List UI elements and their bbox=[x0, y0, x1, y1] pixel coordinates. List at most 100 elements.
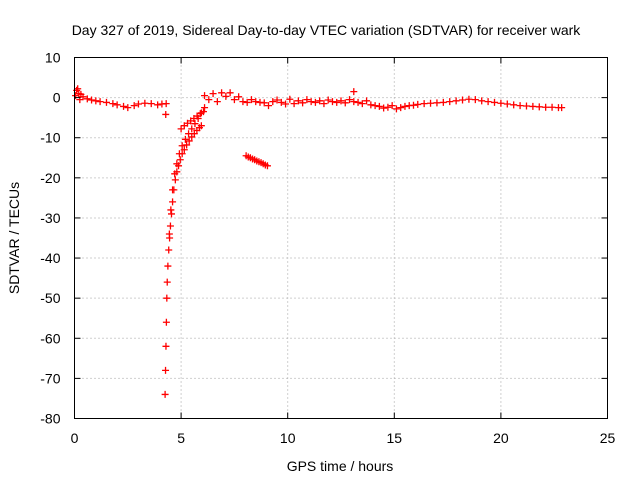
data-point bbox=[478, 97, 486, 105]
data-point bbox=[503, 100, 511, 108]
data-point bbox=[433, 99, 441, 107]
data-point bbox=[491, 98, 499, 106]
data-point bbox=[548, 103, 556, 111]
y-tick-label: -10 bbox=[40, 130, 60, 146]
data-point bbox=[333, 98, 341, 106]
data-point bbox=[354, 98, 362, 106]
data-point bbox=[397, 104, 405, 112]
data-point bbox=[178, 142, 186, 150]
data-point bbox=[247, 96, 255, 104]
data-point bbox=[277, 98, 285, 106]
x-tick-label: 15 bbox=[387, 430, 403, 446]
data-point bbox=[350, 88, 358, 96]
data-point bbox=[175, 150, 183, 158]
data-point bbox=[427, 99, 435, 107]
data-point bbox=[420, 100, 428, 108]
data-point bbox=[265, 102, 273, 110]
data-point bbox=[180, 146, 188, 154]
data-point bbox=[185, 130, 193, 138]
data-point bbox=[199, 108, 207, 116]
data-point bbox=[346, 96, 354, 104]
data-point bbox=[169, 186, 177, 194]
data-point bbox=[311, 98, 319, 106]
data-point bbox=[535, 103, 543, 111]
data-point bbox=[307, 98, 315, 106]
series-segment-8-9h bbox=[242, 152, 271, 170]
data-point bbox=[260, 99, 268, 107]
data-point bbox=[409, 101, 417, 109]
data-point bbox=[230, 96, 238, 104]
data-point bbox=[414, 100, 422, 108]
data-point bbox=[226, 89, 234, 97]
series-baseline bbox=[72, 85, 170, 112]
data-point bbox=[388, 102, 396, 110]
data-point bbox=[367, 101, 375, 109]
y-tick-labels: 10 0 -10 -20 -30 -40 -50 -60 -70 -80 bbox=[40, 50, 60, 427]
data-point bbox=[177, 125, 185, 133]
data-point bbox=[273, 96, 281, 104]
data-point bbox=[92, 97, 100, 105]
y-tick-label: -80 bbox=[40, 411, 60, 427]
data-point bbox=[205, 96, 213, 104]
data-point bbox=[375, 102, 383, 110]
data-point bbox=[124, 104, 132, 112]
data-point bbox=[516, 102, 524, 110]
data-point bbox=[350, 98, 358, 106]
y-tick-label: -50 bbox=[40, 290, 60, 306]
data-point bbox=[165, 246, 173, 254]
data-point bbox=[201, 104, 209, 112]
series-outliers bbox=[162, 88, 358, 118]
data-point bbox=[243, 98, 251, 106]
data-point bbox=[282, 100, 290, 108]
data-point bbox=[162, 342, 170, 350]
data-point bbox=[371, 102, 379, 110]
series-recovery-upper bbox=[165, 104, 209, 238]
data-point bbox=[337, 97, 345, 105]
data-point bbox=[171, 170, 179, 178]
data-point bbox=[171, 176, 179, 184]
data-point bbox=[328, 98, 336, 106]
data-point bbox=[83, 95, 91, 103]
data-point bbox=[74, 85, 82, 93]
data-point bbox=[263, 162, 271, 170]
data-point bbox=[401, 102, 409, 110]
series-mid-day bbox=[201, 89, 396, 112]
data-point bbox=[316, 97, 324, 105]
data-point bbox=[452, 97, 460, 105]
data-point bbox=[439, 98, 447, 106]
data-point bbox=[134, 100, 142, 108]
series-recovery-branch bbox=[177, 108, 207, 133]
data-point bbox=[363, 97, 371, 105]
data-point bbox=[113, 101, 121, 109]
data-point bbox=[162, 110, 170, 118]
data-point bbox=[522, 102, 530, 110]
x-tick-label: 20 bbox=[493, 430, 509, 446]
x-tick-label: 0 bbox=[71, 430, 79, 446]
data-point bbox=[542, 103, 550, 111]
data-point bbox=[183, 141, 191, 149]
data-point bbox=[286, 95, 294, 103]
data-point bbox=[235, 93, 243, 101]
y-tick-label: -60 bbox=[40, 330, 60, 346]
data-point bbox=[341, 99, 349, 107]
x-tick-label: 5 bbox=[177, 430, 185, 446]
data-point bbox=[164, 262, 172, 270]
data-point bbox=[166, 222, 174, 230]
data-point bbox=[484, 98, 492, 106]
data-points bbox=[72, 85, 566, 398]
data-point bbox=[165, 230, 173, 238]
data-point bbox=[446, 98, 454, 106]
data-point bbox=[191, 120, 199, 128]
data-point bbox=[358, 100, 366, 108]
data-point bbox=[162, 100, 170, 108]
data-point bbox=[130, 102, 138, 110]
data-point bbox=[471, 96, 479, 104]
data-point bbox=[197, 122, 205, 130]
data-point bbox=[209, 90, 217, 98]
data-point bbox=[239, 98, 247, 106]
data-point bbox=[380, 104, 388, 112]
data-point bbox=[109, 100, 117, 108]
y-tick-label: 0 bbox=[53, 90, 61, 106]
data-point bbox=[558, 104, 566, 112]
